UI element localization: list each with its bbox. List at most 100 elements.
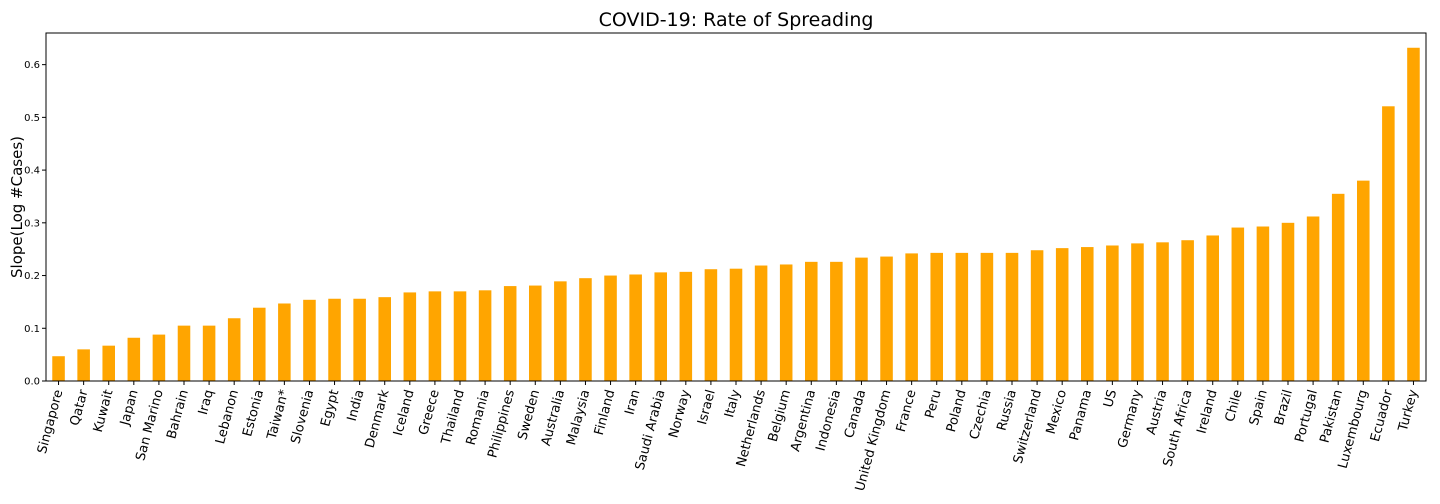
x-tick-label: Egypt [318, 388, 342, 428]
bar-russia [1005, 252, 1019, 381]
bar-luxembourg [1357, 180, 1370, 381]
x-tick-label: Indonesia [813, 388, 844, 453]
y-axis: 0.0 0.1 0.2 0.3 0.4 0.5 0.6 [24, 60, 46, 388]
bar-spain [1256, 226, 1270, 381]
x-tick-label: Spain [1247, 388, 1271, 427]
x-tick-label: Finland [592, 388, 619, 437]
x-tick-label: Estonia [240, 388, 267, 438]
x-tick-label: Kuwait [91, 388, 117, 434]
x-tick-label: Australia [539, 388, 568, 447]
x-tick-label: Thailand [439, 388, 468, 447]
x-tick-label: Czechia [967, 388, 995, 441]
x-tick-label: Portugal [1293, 388, 1321, 444]
bar-belgium [779, 264, 793, 381]
x-tick-label: Italy [722, 388, 744, 419]
x-tick-label: Greece [416, 388, 442, 437]
bar-malaysia [579, 278, 592, 381]
x-tick-label: Lebanon [213, 388, 242, 446]
bar-argentina [805, 261, 818, 381]
x-tick-label: Pakistan [1317, 388, 1346, 444]
x-tick-label: Israel [695, 388, 719, 426]
x-tick-label: Bahrain [164, 388, 192, 440]
bar-ireland [1206, 235, 1219, 381]
bar-bahrain [177, 325, 191, 381]
x-tick-label: Germany [1115, 388, 1145, 450]
bar-france [905, 253, 918, 381]
bar-peru [930, 252, 943, 381]
x-tick-label: Taiwan* [264, 388, 292, 442]
x-tick-label: Denmark [363, 388, 393, 450]
x-tick-label: Panama [1067, 388, 1095, 442]
bar-mexico [1055, 248, 1069, 381]
x-tick-label: Slovenia [289, 388, 318, 445]
x-tick-label: Singapore [35, 388, 66, 455]
x-tick-label: Austria [1144, 388, 1170, 436]
y-tick-label: 0.2 [24, 271, 40, 282]
bar-germany [1131, 243, 1144, 381]
bar-panama [1081, 247, 1094, 381]
x-tick-label: Peru [923, 388, 945, 420]
bar-netherlands [754, 265, 768, 381]
y-tick-label: 0.4 [24, 166, 40, 177]
x-tick-label: Malaysia [564, 388, 593, 447]
x-tick-label: Qatar [68, 388, 92, 428]
x-tick-label: Turkey [1396, 388, 1422, 434]
x-tick-label: Iceland [391, 388, 418, 437]
bar-pakistan [1331, 193, 1345, 381]
bar-poland [955, 252, 969, 381]
bar-iran [629, 274, 642, 381]
bar-ecuador [1382, 106, 1395, 381]
y-axis-label: Slope(Log #Cases) [8, 136, 26, 278]
bar-thailand [453, 291, 467, 381]
bar-indonesia [830, 261, 843, 381]
bar-israel [704, 269, 718, 381]
bar-finland [604, 275, 617, 381]
bar-slovenia [303, 299, 316, 381]
bar-south-africa [1181, 240, 1194, 381]
bar-us [1106, 245, 1119, 381]
bar-egypt [328, 298, 341, 381]
bar-san-marino [152, 334, 166, 381]
bar-canada [855, 257, 868, 381]
bar-saudi-arabia [654, 272, 667, 381]
x-tick-label: Romania [464, 388, 493, 447]
bar-iraq [202, 325, 216, 381]
x-tick-label: Sweden [515, 388, 543, 442]
y-tick-label: 0.0 [24, 377, 40, 388]
bar-estonia [253, 307, 266, 381]
bar-switzerland [1030, 250, 1044, 381]
bar-norway [679, 271, 693, 381]
x-tick-label: Ireland [1194, 388, 1220, 435]
bar-lebanon [227, 318, 241, 381]
x-tick-label: Ecuador [1368, 388, 1396, 444]
x-tick-label: Brazil [1272, 388, 1296, 427]
x-tick-label: Canada [842, 388, 869, 440]
x-tick-label: Russia [995, 388, 1020, 432]
x-tick-label: US [1101, 388, 1120, 409]
bar-greece [428, 291, 442, 381]
bar-australia [554, 281, 567, 381]
y-tick-label: 0.3 [24, 218, 40, 229]
y-tick-label: 0.6 [24, 60, 40, 71]
bar-turkey [1407, 47, 1420, 381]
plot-frame [45, 32, 1427, 382]
bar-philippines [503, 286, 517, 381]
x-tick-label: Iran [622, 388, 643, 416]
bar-singapore [52, 356, 65, 381]
bar-india [353, 298, 366, 381]
chart-title: COVID-19: Rate of Spreading [599, 9, 874, 31]
x-tick-label: Belgium [766, 388, 794, 443]
x-tick-label: Norway [666, 388, 693, 440]
bar-czechia [980, 252, 994, 381]
bar-chile [1231, 227, 1245, 381]
bars-group [52, 47, 1420, 381]
bar-qatar [77, 349, 90, 381]
x-tick-label: India [345, 388, 368, 423]
bar-portugal [1306, 216, 1320, 381]
bar-romania [478, 290, 492, 381]
x-tick-label: Mexico [1044, 388, 1070, 436]
bar-austria [1156, 242, 1169, 381]
bar-kuwait [102, 345, 115, 381]
x-tick-label: Iraq [196, 388, 217, 416]
